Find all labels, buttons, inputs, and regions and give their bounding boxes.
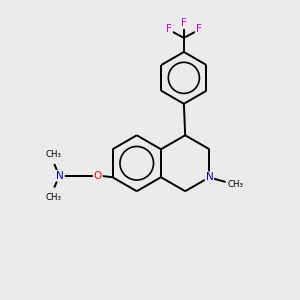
- Text: F: F: [181, 18, 187, 28]
- Text: F: F: [166, 24, 172, 34]
- Text: O: O: [94, 171, 102, 181]
- Text: CH₃: CH₃: [227, 179, 243, 188]
- Text: N: N: [206, 172, 213, 182]
- Text: F: F: [196, 24, 202, 34]
- Text: CH₃: CH₃: [46, 193, 62, 202]
- Text: N: N: [56, 171, 64, 181]
- Text: CH₃: CH₃: [46, 150, 62, 159]
